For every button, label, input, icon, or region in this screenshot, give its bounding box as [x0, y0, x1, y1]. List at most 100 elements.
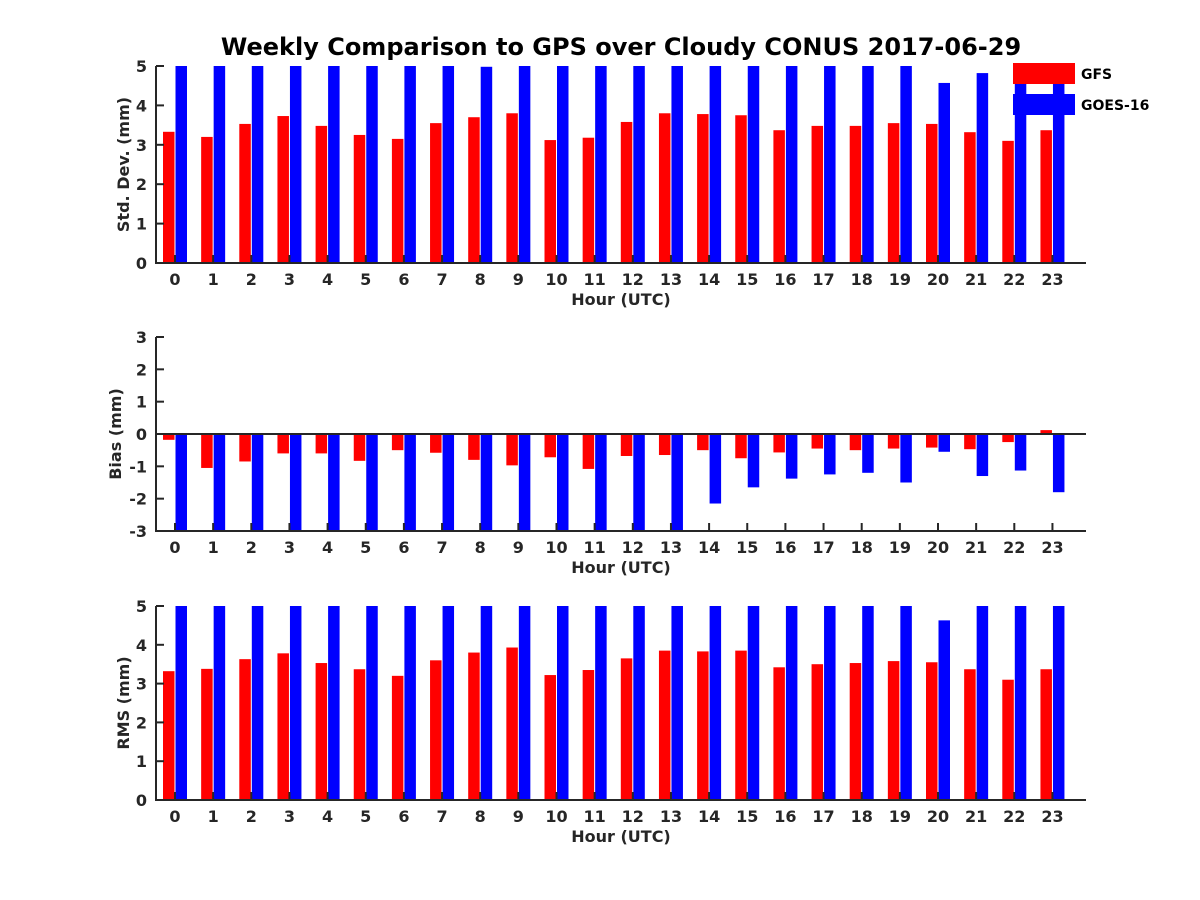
x-tick-label: 5 [360, 538, 371, 557]
bar [747, 606, 760, 800]
x-axis-label: Hour (UTC) [571, 558, 671, 577]
y-tick-label: 0 [136, 791, 147, 810]
bar [277, 434, 289, 454]
x-tick-label: 6 [398, 807, 409, 826]
y-tick-label: 3 [136, 136, 147, 155]
bar [404, 606, 416, 800]
x-tick-label: 8 [475, 538, 486, 557]
x-tick-label: 12 [622, 270, 644, 289]
y-tick-label: 1 [136, 752, 147, 771]
x-tick-label: 19 [889, 538, 911, 557]
bar [353, 669, 366, 800]
series-gfs [163, 430, 1052, 469]
bar [201, 434, 213, 468]
y-tick-label: 2 [136, 713, 147, 732]
y-tick-label: 4 [136, 96, 147, 115]
bar [658, 113, 671, 263]
bar [595, 66, 607, 263]
x-tick-label: 16 [774, 270, 796, 289]
bar [862, 434, 874, 473]
bar [239, 123, 251, 263]
x-tick-label: 2 [246, 538, 257, 557]
x-tick-label: 11 [584, 270, 606, 289]
bar [976, 73, 989, 263]
x-tick-label: 6 [398, 538, 409, 557]
x-tick-label: 14 [698, 538, 720, 557]
bar [430, 660, 442, 800]
x-tick-label: 8 [475, 807, 486, 826]
bar [900, 606, 912, 800]
y-tick-label: 4 [136, 636, 147, 655]
bar [900, 434, 912, 483]
bar [1014, 434, 1027, 471]
bar [518, 434, 531, 531]
bar [430, 123, 442, 263]
bar [697, 114, 709, 263]
bar [239, 659, 251, 800]
bar [404, 434, 416, 531]
bar [582, 434, 595, 469]
x-tick-label: 17 [812, 538, 834, 557]
x-tick-label: 4 [322, 538, 333, 557]
bar [544, 140, 556, 263]
y-axis-label: Bias (mm) [106, 388, 125, 480]
x-tick-label: 15 [736, 270, 758, 289]
bar [239, 434, 251, 462]
x-tick-label: 13 [660, 807, 682, 826]
bar [849, 125, 862, 263]
bar [1002, 679, 1014, 800]
bar [735, 115, 747, 263]
bar [773, 667, 785, 800]
bar [709, 66, 722, 263]
y-axis-label: RMS (mm) [114, 656, 133, 749]
x-tick-label: 12 [622, 807, 644, 826]
y-tick-label: -3 [129, 522, 147, 541]
x-tick-label: 2 [246, 270, 257, 289]
y-tick-label: 1 [136, 393, 147, 412]
bar [366, 606, 378, 800]
y-tick-label: 3 [136, 328, 147, 347]
bar [201, 136, 213, 263]
bar [518, 66, 531, 263]
x-tick-label: 4 [322, 270, 333, 289]
bar [353, 434, 366, 461]
bar [671, 66, 683, 263]
bar [557, 66, 569, 263]
bar [938, 620, 950, 800]
bar [1002, 140, 1014, 263]
bar [213, 66, 226, 263]
legend-entry-gfs: GFS [1013, 63, 1112, 84]
x-tick-label: 10 [545, 270, 567, 289]
series-goes-16 [175, 66, 1065, 264]
x-tick-label: 17 [812, 270, 834, 289]
x-tick-label: 12 [622, 538, 644, 557]
bar [938, 434, 950, 452]
x-tick-label: 5 [360, 807, 371, 826]
bar [811, 434, 824, 449]
bar [213, 606, 226, 800]
bar [366, 434, 378, 531]
series-gfs [163, 647, 1052, 800]
bar [709, 606, 722, 800]
bar [582, 137, 595, 263]
bar [1052, 606, 1065, 800]
bar [391, 434, 404, 451]
y-axis-label: Std. Dev. (mm) [114, 97, 133, 232]
x-tick-label: 14 [698, 270, 720, 289]
x-tick-label: 22 [1003, 538, 1025, 557]
x-tick-label: 10 [545, 538, 567, 557]
bar [557, 606, 569, 800]
x-tick-label: 21 [965, 807, 987, 826]
bar [582, 670, 595, 800]
bar [315, 125, 328, 263]
bar [1014, 69, 1027, 264]
bar [175, 606, 187, 800]
bar [442, 66, 455, 263]
bar [315, 663, 328, 800]
bar [163, 434, 175, 440]
bar [824, 434, 836, 475]
x-tick-label: 9 [513, 807, 524, 826]
